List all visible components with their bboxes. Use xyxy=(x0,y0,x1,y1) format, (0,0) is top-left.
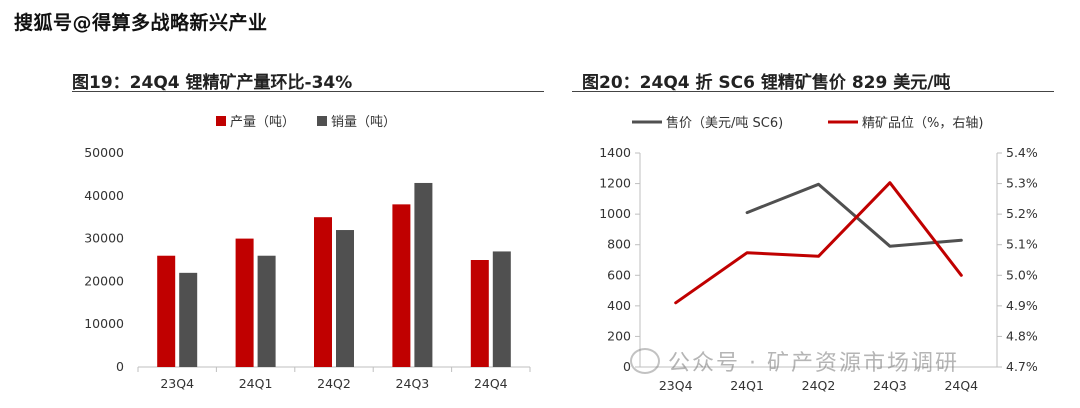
legend-label: 销量（吨） xyxy=(331,115,396,130)
bar-production xyxy=(314,217,332,367)
y-left-tick-label: 0 xyxy=(623,359,631,374)
bar-sales xyxy=(492,251,511,367)
bar-sales xyxy=(336,230,354,367)
x-tick-label: 24Q1 xyxy=(730,378,764,393)
y-left-tick-label: 200 xyxy=(607,328,631,343)
bar-sales xyxy=(257,255,276,367)
x-tick-label: 23Q4 xyxy=(659,378,693,393)
legend-label: 产量（吨） xyxy=(230,115,295,130)
page-title: 搜狐号@得算多战略新兴产业 xyxy=(14,12,268,34)
y-tick-label: 40000 xyxy=(84,188,124,203)
y-right-tick-label: 4.7% xyxy=(1006,359,1038,374)
x-tick-label: 24Q2 xyxy=(802,378,836,393)
y-right-tick-label: 5.2% xyxy=(1006,206,1038,221)
bar-sales xyxy=(414,182,433,367)
y-left-tick-label: 1400 xyxy=(599,145,631,160)
y-right-tick-label: 5.0% xyxy=(1006,267,1038,282)
legend-label: 精矿品位（%，右轴) xyxy=(862,116,983,131)
y-left-tick-label: 600 xyxy=(607,267,631,282)
bar-sales xyxy=(179,272,198,367)
wechat-icon xyxy=(630,348,660,374)
y-tick-label: 20000 xyxy=(84,273,124,288)
x-tick-label: 24Q3 xyxy=(873,378,907,393)
bar-production xyxy=(235,238,254,367)
x-tick-label: 24Q3 xyxy=(396,376,430,391)
chart-right-title: 图20：24Q4 折 SC6 锂精矿售价 829 美元/吨 xyxy=(582,73,951,93)
bar-production xyxy=(470,260,489,367)
watermark: 公众号 · 矿产资源市场调研 xyxy=(630,345,959,377)
chart-left-title: 图19：24Q4 锂精矿产量环比-34% xyxy=(72,73,353,93)
x-tick-label: 24Q4 xyxy=(944,378,978,393)
chart-left-title-rule xyxy=(72,91,544,92)
bar-chart-production-sales: 0 10000 20000 30000 40000 50000 23Q4 24Q1 24Q2 24… xyxy=(84,115,531,391)
bar-production xyxy=(392,204,411,367)
x-tick-label: 23Q4 xyxy=(160,376,194,391)
y-tick-label: 10000 xyxy=(84,316,124,331)
y-tick-label: 0 xyxy=(116,359,124,374)
y-tick-label: 50000 xyxy=(84,145,124,160)
legend-swatch xyxy=(216,116,226,126)
legend-label: 售价（美元/吨 SC6) xyxy=(666,115,783,131)
x-tick-label: 24Q1 xyxy=(239,376,273,391)
line-price xyxy=(745,182,963,248)
legend-swatch xyxy=(317,116,327,126)
y-left-tick-label: 1200 xyxy=(599,176,631,191)
y-left-tick-label: 800 xyxy=(607,237,631,252)
y-tick-label: 30000 xyxy=(84,231,124,246)
y-right-tick-label: 5.1% xyxy=(1006,237,1038,252)
x-tick-label: 24Q2 xyxy=(317,376,351,391)
y-left-tick-label: 400 xyxy=(607,298,631,313)
y-right-tick-label: 4.9% xyxy=(1006,298,1038,313)
watermark-text: 公众号 · 矿产资源市场调研 xyxy=(668,351,959,376)
chart-right-title-rule xyxy=(572,91,1054,92)
bar-production xyxy=(157,255,176,367)
y-right-tick-label: 4.8% xyxy=(1006,328,1038,343)
line-chart-price-grade: 0 200 400 600 800 1000 1200 1400 4.7% 4.8% 4.9% 5.0… xyxy=(599,115,1038,393)
y-right-tick-label: 5.3% xyxy=(1006,176,1038,191)
y-right-tick-label: 5.4% xyxy=(1006,145,1038,160)
x-tick-label: 24Q4 xyxy=(474,376,508,391)
line-grade xyxy=(674,181,963,305)
y-left-tick-label: 1000 xyxy=(599,206,631,221)
